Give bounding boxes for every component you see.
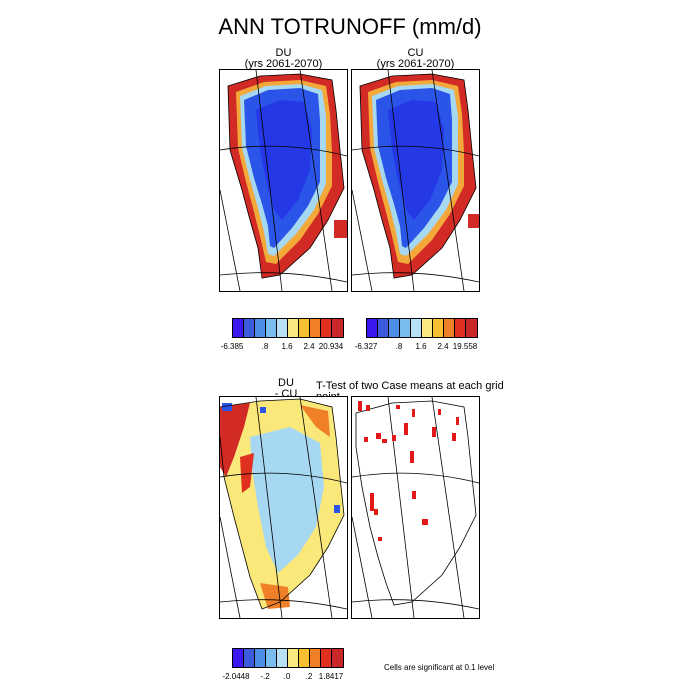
colorbar-diff-label: 1.8417 [318,672,344,681]
colorbar-cu-swatch [422,319,433,337]
panel-diff-line1: DU [278,377,294,389]
colorbar-cu-label: 1.6 [415,342,427,351]
colorbar-du-swatch [266,319,277,337]
map-panel-cu [351,69,480,292]
map-panel-du [219,69,348,292]
colorbar-diff-label: -2.0448 [222,672,250,681]
colorbar-du-swatch [277,319,288,337]
panel-cu-name: CU [407,47,424,59]
map-panel-ttest [351,396,480,619]
significance-note: Cells are significant at 0.1 level [384,663,495,672]
colorbar-diff-swatch [321,649,332,667]
greenland-map-du [220,70,347,291]
colorbar-du-label: 1.6 [281,342,293,351]
colorbar-diff-swatch [266,649,277,667]
colorbar-du-swatch [288,319,299,337]
colorbar-cu-swatch [433,319,444,337]
colorbar-du-swatch [299,319,310,337]
panel-du-years: (yrs 2061-2070) [244,58,323,70]
colorbar-du-label: 2.4 [303,342,315,351]
map-panel-diff [219,396,348,619]
colorbar-diff-swatch [288,649,299,667]
colorbar-du-swatch [310,319,321,337]
colorbar-du [232,318,344,338]
colorbar-diff-swatch [332,649,343,667]
colorbar-diff-swatch [299,649,310,667]
colorbar-cu [366,318,478,338]
colorbar-cu-swatch [444,319,455,337]
colorbar-diff-label: .0 [283,672,291,681]
colorbar-diff-swatch [244,649,255,667]
colorbar-cu-label: 2.4 [437,342,449,351]
colorbar-diff-label: .2 [305,672,313,681]
colorbar-diff-swatch [277,649,288,667]
colorbar-diff-swatch [233,649,244,667]
panel-du-title: DU (yrs 2061-2070) [219,48,348,70]
colorbar-cu-label: .8 [395,342,403,351]
colorbar-du-swatch [332,319,343,337]
colorbar-diff-labels: -2.0448 -.2 .0 .2 1.8417 [222,672,344,684]
greenland-map-diff [220,397,347,618]
greenland-map-ttest [352,397,479,618]
colorbar-cu-swatch [378,319,389,337]
colorbar-du-swatch [255,319,266,337]
colorbar-du-swatch [321,319,332,337]
colorbar-cu-swatch [389,319,400,337]
colorbar-du-swatch [233,319,244,337]
colorbar-cu-swatch [400,319,411,337]
colorbar-diff-swatch [255,649,266,667]
colorbar-du-labels: -6.385 .8 1.6 2.4 20.934 [221,342,344,354]
colorbar-cu-swatch [455,319,466,337]
colorbar-cu-label: 19.558 [452,342,478,351]
colorbar-du-swatch [244,319,255,337]
colorbar-cu-swatch [466,319,477,337]
panel-cu-title: CU (yrs 2061-2070) [351,48,480,70]
colorbar-cu-labels: -6.327 .8 1.6 2.4 19.558 [355,342,478,354]
panel-cu-years: (yrs 2061-2070) [376,58,455,70]
colorbar-du-label: .8 [261,342,269,351]
colorbar-diff-label: -.2 [260,672,270,681]
colorbar-cu-swatch [411,319,422,337]
figure-title: ANN TOTRUNOFF (mm/d) [218,14,482,39]
panel-du-name: DU [275,47,292,59]
panel-diff-title: DU - CU [271,378,301,400]
panel-diff-line2: - CU [274,388,298,400]
colorbar-cu-label: -6.327 [354,342,378,351]
colorbar-du-label: -6.385 [220,342,244,351]
colorbar-du-label: 20.934 [318,342,344,351]
colorbar-cu-swatch [367,319,378,337]
colorbar-diff [232,648,344,668]
colorbar-diff-swatch [310,649,321,667]
greenland-map-cu [352,70,479,291]
